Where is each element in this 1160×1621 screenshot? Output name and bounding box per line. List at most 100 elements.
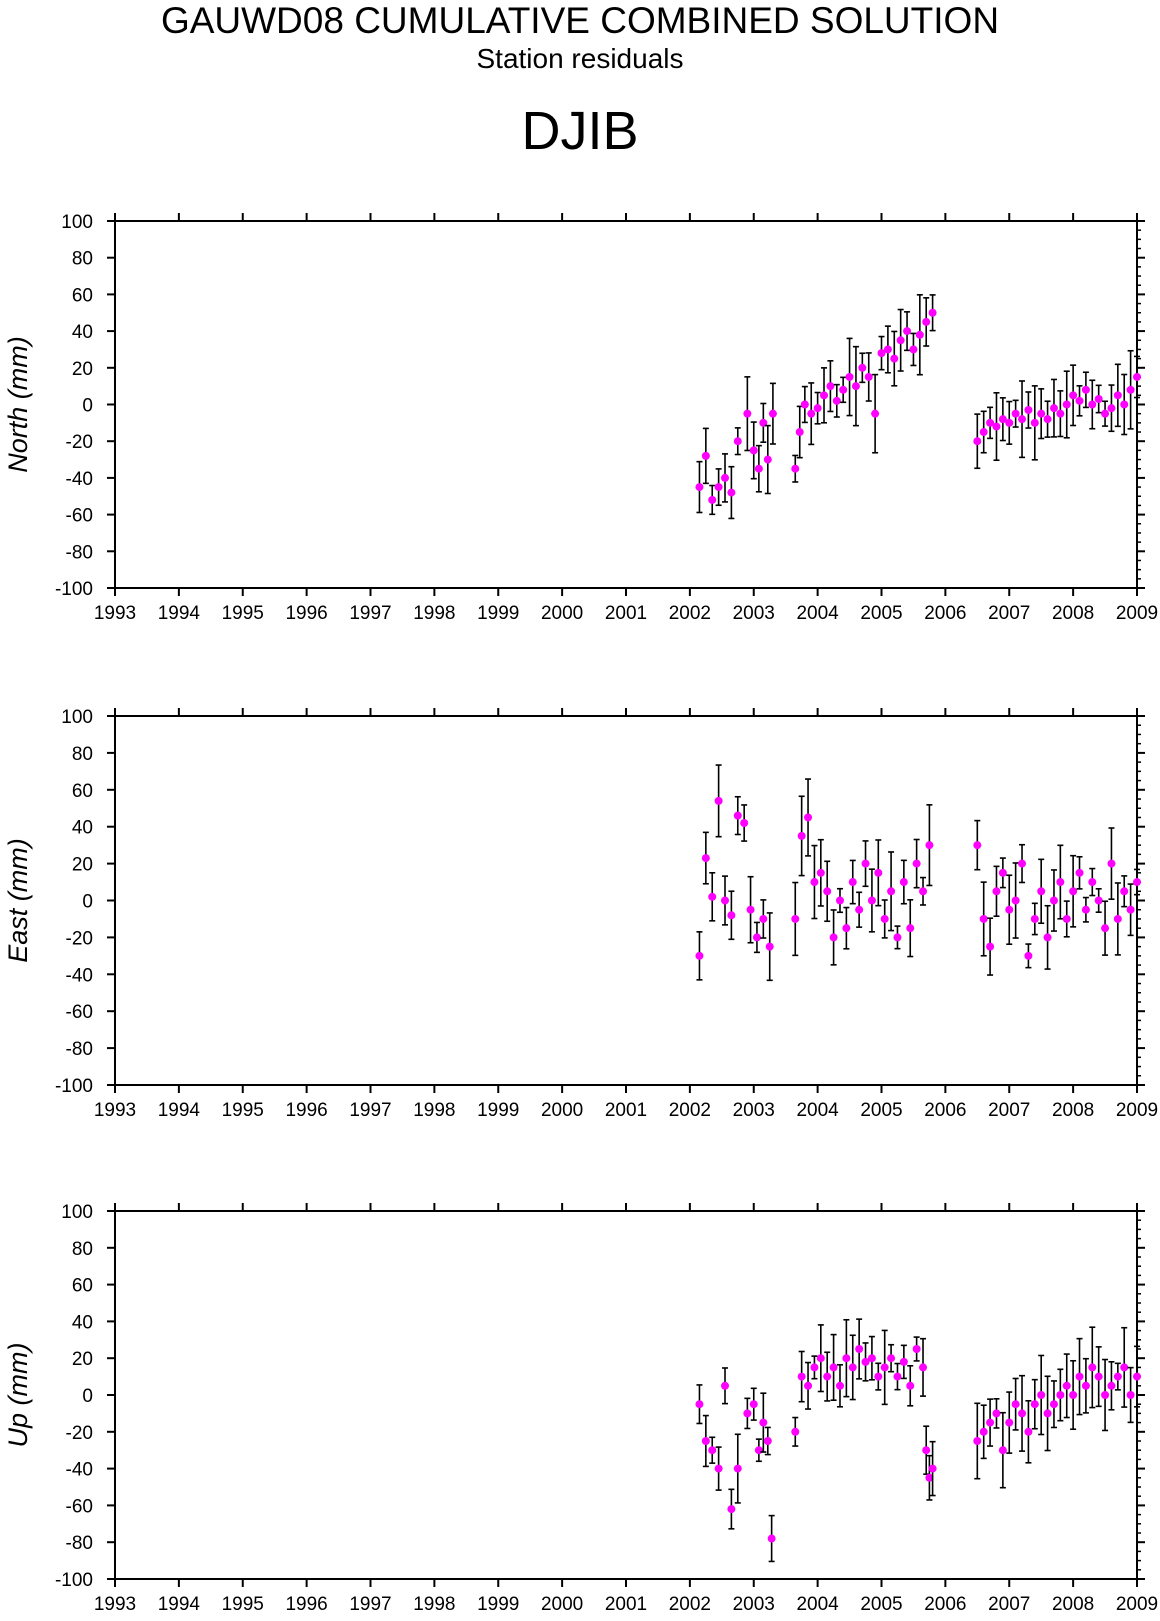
data-point	[992, 887, 1001, 896]
y-tick-label: 40	[72, 322, 93, 343]
data-point	[899, 878, 908, 887]
data-point	[998, 868, 1007, 877]
x-tick-label: 2001	[605, 1594, 647, 1615]
data-point	[1062, 400, 1071, 409]
data-point	[733, 437, 742, 446]
data-point	[708, 1446, 717, 1455]
x-tick-label: 1995	[222, 1594, 264, 1615]
y-tick-label: -40	[66, 965, 93, 986]
data-point	[1069, 391, 1078, 400]
data-point	[887, 887, 896, 896]
data-point	[928, 308, 937, 317]
data-point	[832, 396, 841, 405]
data-point	[823, 1372, 832, 1381]
x-tick-label: 2006	[924, 603, 966, 624]
data-point	[915, 330, 924, 339]
data-point	[749, 1400, 758, 1409]
data-point	[1094, 1372, 1103, 1381]
data-point	[797, 831, 806, 840]
data-point	[912, 859, 921, 868]
data-point	[906, 1381, 915, 1390]
data-point	[1011, 896, 1020, 905]
data-point	[880, 1363, 889, 1372]
data-point	[754, 1446, 763, 1455]
data-point	[845, 372, 854, 381]
x-tick-label: 1994	[158, 1100, 201, 1121]
data-point	[928, 1464, 937, 1473]
x-tick-label: 2000	[541, 1100, 583, 1121]
x-tick-label: 2004	[796, 603, 839, 624]
y-tick-label: 100	[61, 707, 93, 728]
data-point	[826, 382, 835, 391]
y-tick-label: -100	[55, 1076, 93, 1097]
y-tick-label: 0	[82, 892, 93, 913]
x-tick-label: 2003	[733, 1594, 775, 1615]
data-point	[749, 446, 758, 455]
data-point	[909, 345, 918, 354]
x-tick-label: 2005	[860, 603, 902, 624]
data-point	[768, 409, 777, 418]
data-point	[816, 868, 825, 877]
y-tick-label: 60	[72, 285, 93, 306]
x-tick-label: 2002	[669, 1594, 711, 1615]
data-point	[795, 428, 804, 437]
y-tick-label: 0	[82, 396, 93, 417]
data-point	[858, 363, 867, 372]
data-point	[810, 878, 819, 887]
panel-north: 1993 1994 1995 1996 1997 1998 1999 2000 2001 2002…	[3, 212, 1158, 624]
data-point	[973, 1437, 982, 1445]
data-point	[1081, 905, 1090, 914]
x-tick-label: 2006	[924, 1100, 966, 1121]
data-point	[1101, 409, 1110, 418]
data-point	[752, 933, 761, 942]
data-point	[1024, 951, 1033, 960]
x-tick-label: 1999	[477, 1594, 519, 1615]
x-tick-label: 2006	[924, 1594, 966, 1615]
data-point	[804, 813, 813, 822]
y-tick-label: -60	[66, 506, 93, 527]
data-point	[1113, 1372, 1122, 1381]
data-point	[695, 951, 704, 960]
x-tick-label: 2002	[669, 1100, 711, 1121]
data-point	[867, 1354, 876, 1363]
data-point	[1043, 1409, 1052, 1418]
data-point	[804, 1381, 813, 1390]
y-tick-label: -60	[66, 1002, 93, 1023]
data-point	[1113, 914, 1122, 923]
data-point	[1037, 887, 1046, 896]
data-point	[851, 382, 860, 391]
data-point	[979, 428, 988, 437]
data-point	[855, 905, 864, 914]
data-point	[1024, 406, 1033, 415]
x-tick-label: 1999	[477, 603, 519, 624]
data-point	[813, 404, 822, 413]
data-point	[1056, 1391, 1065, 1399]
data-point	[721, 473, 730, 482]
data-point	[874, 1372, 883, 1381]
x-tick-label: 1998	[413, 603, 455, 624]
y-tick-label: 100	[61, 1202, 93, 1223]
x-tick-label: 1998	[413, 1100, 455, 1121]
data-point	[1088, 1363, 1097, 1372]
data-point	[922, 1446, 931, 1455]
x-tick-label: 2005	[860, 1594, 902, 1615]
y-tick-label: 80	[72, 1239, 93, 1260]
data-point	[816, 1354, 825, 1363]
data-point	[1011, 409, 1020, 418]
data-point	[893, 933, 902, 942]
y-tick-label: 20	[72, 1349, 93, 1370]
data-point	[1005, 1418, 1014, 1427]
data-point	[992, 422, 1001, 431]
x-tick-label: 1993	[94, 1100, 136, 1121]
data-point	[701, 451, 710, 460]
data-point	[887, 1354, 896, 1363]
data-point	[986, 1418, 995, 1427]
data-point	[1094, 394, 1103, 403]
data-point	[1120, 400, 1129, 409]
y-tick-label: 40	[72, 1312, 93, 1333]
data-point	[1024, 1427, 1033, 1436]
data-point	[864, 372, 873, 381]
data-point	[1107, 404, 1116, 413]
data-point	[733, 811, 742, 820]
